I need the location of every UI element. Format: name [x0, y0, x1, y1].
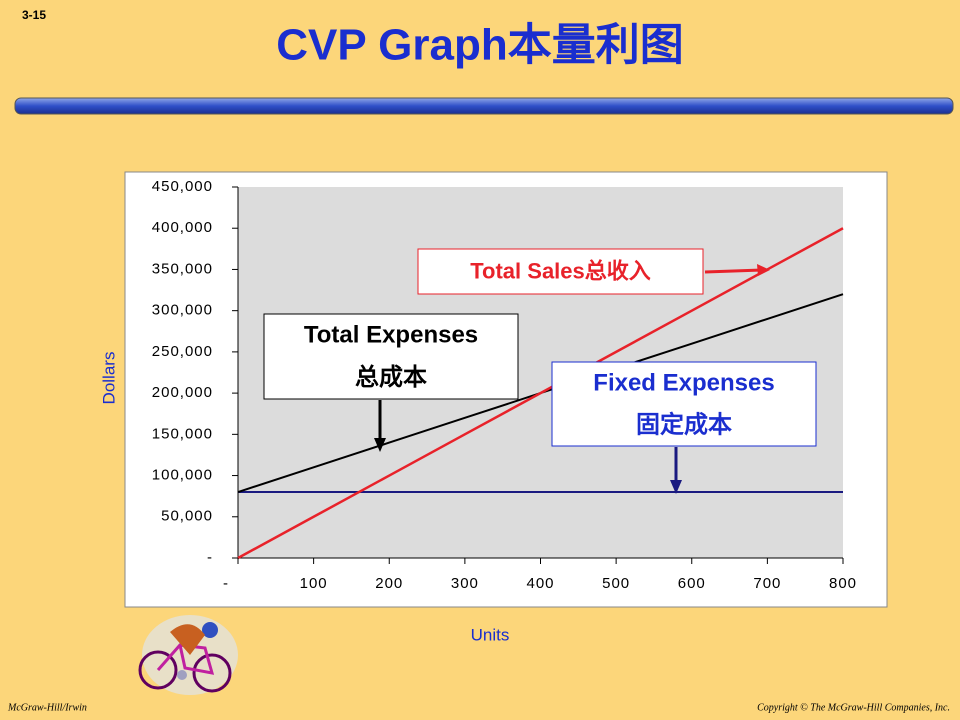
arrow — [704, 268, 763, 274]
y-tick-label: 50,000 — [161, 508, 213, 525]
y-tick-label: 200,000 — [152, 384, 213, 401]
arrow-head — [374, 438, 386, 452]
footer-right: Copyright © The McGraw-Hill Companies, I… — [757, 702, 950, 713]
ticks: - 50,000 100,000 150,000 200,000 250,000 300,0… — [152, 178, 857, 592]
annotation-text: Total Expenses — [304, 322, 478, 349]
annotation-text: 总成本 — [355, 363, 427, 391]
x-tick-label: 500 — [602, 575, 630, 592]
slide-number: 3-15 — [22, 8, 46, 22]
x-tick-label: 400 — [526, 575, 554, 592]
y-tick-label: 300,000 — [152, 302, 213, 319]
annotation-text: Fixed Expenses — [593, 369, 774, 396]
annotation-box — [263, 313, 519, 400]
x-tick-label: 300 — [451, 575, 479, 592]
y-tick-label: 100,000 — [152, 467, 213, 484]
y-tick-label: - — [207, 549, 213, 566]
series-line — [237, 227, 844, 560]
y-tick-label: 450,000 — [152, 178, 213, 195]
x-axis-label: Units — [471, 625, 510, 644]
annotation-box — [417, 248, 704, 295]
series-layer — [237, 227, 844, 560]
x-tick-label: 700 — [753, 575, 781, 592]
y-tick-label: 250,000 — [152, 343, 213, 360]
bicycle-clipart — [138, 615, 238, 695]
x-tick-label: 100 — [300, 575, 328, 592]
arrow-head — [757, 264, 770, 276]
x-tick-label: 200 — [375, 575, 403, 592]
annotation-layer: Total Sales总收入 Total Expenses 总成本 Fixed Exp… — [263, 248, 817, 494]
x-tick-label: 800 — [829, 575, 857, 592]
y-tick-label: 150,000 — [152, 425, 213, 442]
x-tick-label: 600 — [678, 575, 706, 592]
x-tick-label: - — [223, 575, 229, 592]
annotation-text: 固定成本 — [636, 410, 732, 438]
arrow-head — [670, 480, 682, 494]
footer-left: McGraw-Hill/Irwin — [7, 702, 87, 713]
y-tick-label: 350,000 — [152, 260, 213, 277]
annotation-text: Total Sales总收入 — [470, 258, 651, 283]
y-tick-label: 400,000 — [152, 219, 213, 236]
chart-title: CVP Graph本量利图 — [276, 21, 683, 70]
annotation-box — [551, 361, 817, 447]
header-bar — [14, 97, 954, 115]
y-axis-label: Dollars — [99, 352, 118, 405]
